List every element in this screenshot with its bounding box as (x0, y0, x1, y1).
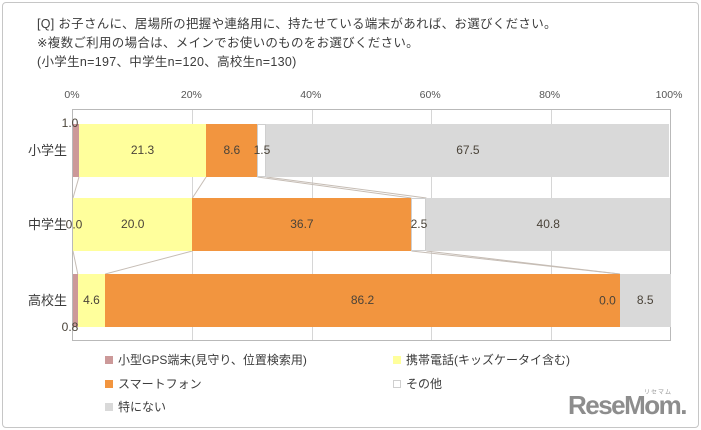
legend-swatch (105, 402, 113, 411)
bar-segment: 4.6 (77, 274, 106, 327)
resemom-logo: リセマム ReseMom. (567, 390, 688, 421)
data-label: 86.2 (350, 293, 375, 307)
bar-segment: 86.2 (105, 274, 620, 327)
bar-segment: 21.3 (78, 124, 207, 177)
legend-item: その他 (393, 375, 442, 392)
legend-item: 小型GPS端末(見守り、位置検索用) (105, 351, 307, 368)
data-label: 67.5 (456, 143, 480, 157)
data-label: 1.0 (61, 116, 79, 130)
category-label: 中学生 (27, 217, 67, 232)
bar-segment: 8.6 (206, 124, 258, 177)
legend-item: 特にない (105, 398, 166, 415)
chart-title: [Q] お子さんに、居場所の把握や連絡用に、持たせている端末があれば、お選びくだ… (37, 15, 557, 72)
data-label: 40.8 (536, 217, 560, 231)
data-label: 8.5 (636, 293, 654, 307)
legend-swatch (105, 379, 113, 388)
bar-segment: 8.5 (619, 274, 671, 327)
legend-swatch (393, 355, 401, 364)
legend-label: スマートフォン (118, 377, 202, 391)
bar-segment: 2.5 (410, 198, 428, 251)
bar-segment: 67.5 (266, 124, 670, 177)
category-axis-labels: 小学生 中学生 高校生 (3, 109, 69, 339)
data-label: 21.3 (130, 143, 155, 157)
bar-segment: 40.8 (426, 198, 670, 251)
title-line-question: [Q] お子さんに、居場所の把握や連絡用に、持たせている端末があれば、お選びくだ… (37, 17, 557, 31)
category-label: 小学生 (27, 143, 67, 158)
legend-label: 小型GPS端末(見守り、位置検索用) (118, 353, 307, 367)
legend-swatch (105, 355, 113, 364)
bar-segment: 20.0 (73, 198, 193, 251)
legend-swatch (393, 379, 401, 388)
category-label: 高校生 (27, 293, 67, 308)
data-label: 20.0 (121, 217, 145, 231)
legend-item: 携帯電話(キッズケータイ含む) (393, 351, 570, 368)
stacked-bar-2: 0.0 20.0 36.7 2.5 40.8 (66, 198, 670, 251)
logo-wordmark: ReseMom. (567, 390, 688, 420)
bar-segment (73, 274, 78, 327)
data-label: 0.0 (65, 217, 83, 231)
data-label: 36.7 (290, 217, 314, 231)
legend-label: その他 (406, 377, 443, 391)
x-tick-label: 60% (419, 89, 441, 101)
legend-label: 携帯電話(キッズケータイ含む) (406, 353, 570, 367)
x-tick-label: 100% (655, 89, 683, 101)
data-label: 8.6 (223, 143, 241, 157)
bar-segment: 36.7 (192, 198, 412, 251)
data-label: 0.0 (599, 293, 616, 307)
logo-kana-text: リセマム (643, 390, 672, 396)
data-label: 4.6 (83, 293, 100, 307)
data-label: 0.8 (61, 320, 79, 334)
stacked-bar-3: 0.8 4.6 86.2 0.0 8.5 (62, 274, 671, 334)
bar-segment (73, 124, 79, 177)
title-line-note: ※複数ご利用の場合は、メインでお使いのものをお選びください。 (37, 36, 419, 50)
x-tick-label: 40% (300, 89, 322, 101)
x-axis-ticks: 0% 20% 40% 60% 80% 100% (64, 89, 682, 103)
title-line-sample-sizes: (小学生n=197、中学生n=120、高校生n=130) (37, 55, 297, 69)
legend-item: スマートフォン (105, 375, 202, 392)
x-tick-label: 80% (539, 89, 561, 101)
plot-area: 1.0 21.3 8.6 1.5 67.5 0.0 20.0 36.7 2.5 40.8 0.8 4.… (62, 109, 671, 341)
bar-segment: 1.5 (254, 124, 270, 177)
data-label: 1.5 (253, 143, 271, 157)
data-label: 2.5 (410, 217, 428, 231)
x-tick-label: 0% (64, 89, 80, 101)
stacked-bar-1: 1.0 21.3 8.6 1.5 67.5 (62, 117, 670, 177)
x-tick-label: 20% (180, 89, 202, 101)
legend-label: 特にない (118, 400, 167, 414)
